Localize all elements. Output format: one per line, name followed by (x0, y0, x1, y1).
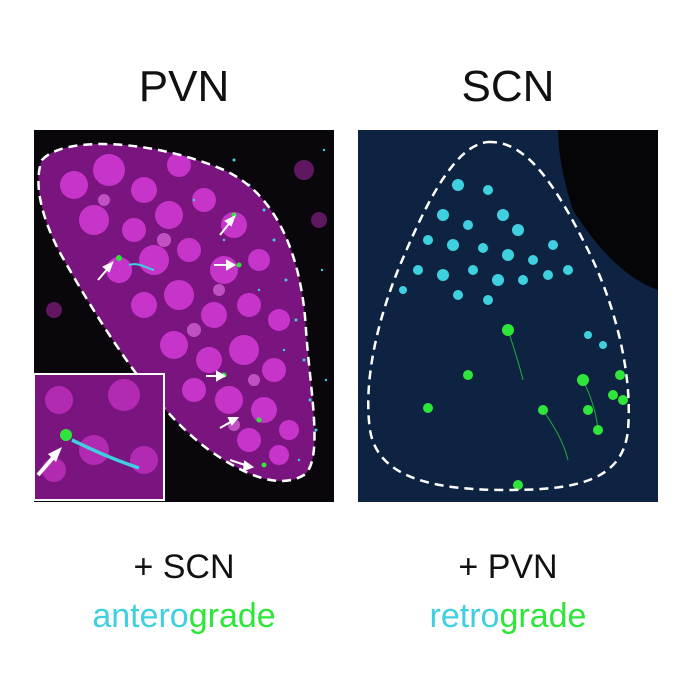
scn-caption-injection: + PVN (458, 548, 558, 586)
pvn-green-puncta (116, 212, 267, 468)
scn-panel-title: SCN (461, 62, 555, 111)
pvn-cyan-puncta (192, 148, 328, 462)
scn-caption-tracer-prefix: retro (429, 597, 500, 635)
scn-caption-tracer: retrograde (348, 597, 668, 636)
scn-boundary-outline (367, 140, 630, 492)
pvn-cyan-fiber (128, 263, 155, 271)
scn-ventricle (558, 130, 658, 290)
pvn-caption-tracer: anterograde (24, 597, 344, 636)
arrow-icon (97, 214, 255, 472)
scn-cyan-cells (399, 179, 607, 349)
pvn-caption-tracer-suffix: grade (188, 597, 276, 635)
pvn-boundary-outline (37, 142, 316, 483)
pvn-caption-tracer-prefix: antero (92, 597, 189, 635)
pvn-micrograph (34, 130, 334, 502)
pvn-caption-injection: + SCN (133, 548, 235, 586)
pvn-inset (34, 373, 165, 501)
scn-caption-tracer-suffix: grade (499, 597, 587, 635)
pvn-panel-title: PVN (138, 62, 230, 111)
scn-micrograph (358, 130, 658, 502)
